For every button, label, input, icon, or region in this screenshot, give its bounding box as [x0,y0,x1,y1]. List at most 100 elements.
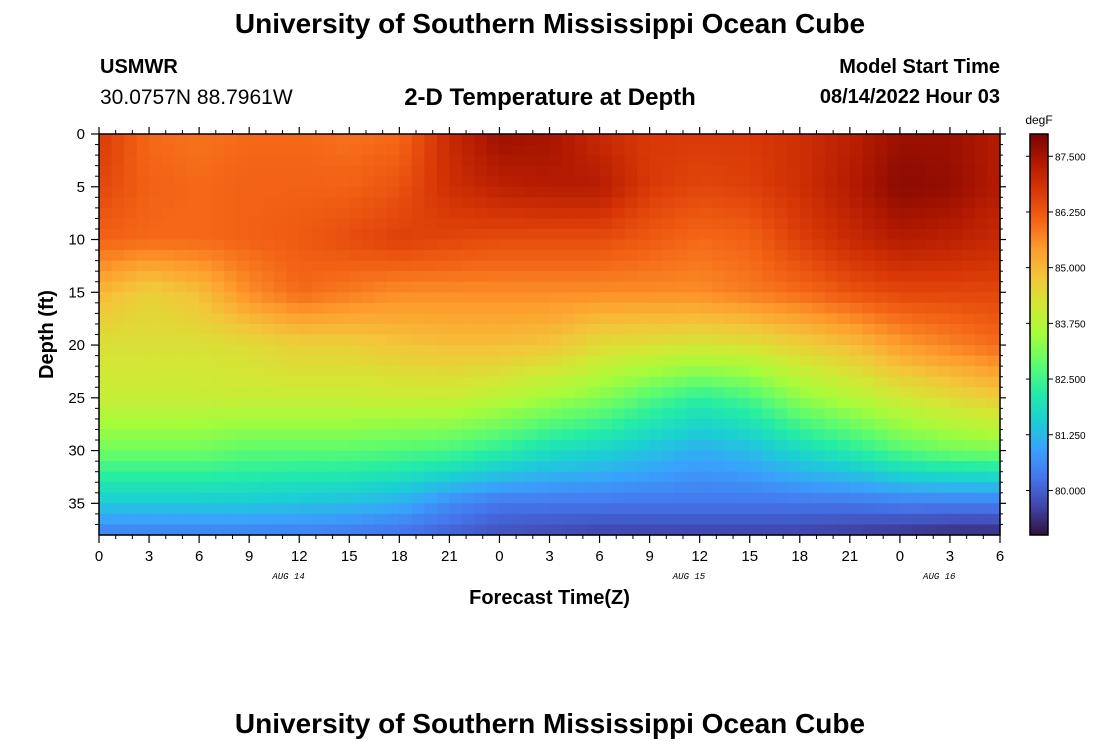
heatmap-cell [349,397,363,409]
heatmap-cell [461,450,476,462]
heatmap-cell [211,228,225,241]
heatmap-cell [699,440,713,452]
heatmap-cell [99,345,113,357]
heatmap-cell [949,334,964,346]
heatmap-cell [449,408,463,420]
heatmap-cell [924,323,939,336]
heatmap-cell [299,165,313,177]
heatmap-cell [749,482,763,494]
heatmap-cell [361,482,375,494]
heatmap-cell [411,292,425,304]
heatmap-cell [749,334,763,346]
heatmap-cell [899,492,913,504]
heatmap-cell [311,228,325,241]
heatmap-cell [199,134,213,146]
heatmap-cell [536,165,551,177]
heatmap-cell [737,197,751,209]
heatmap-cell [399,134,413,146]
heatmap-cell [899,176,913,188]
heatmap-cell [674,524,688,536]
heatmap-cell [99,186,113,198]
heatmap-cell [737,418,751,431]
heatmap-cell [149,366,163,378]
heatmap-cell [637,323,651,336]
x-tick-label: 15 [341,548,358,565]
heatmap-cell [524,345,538,357]
heatmap-cell [937,503,951,515]
heatmap-cell [849,144,863,156]
heatmap-cell [411,302,425,314]
heatmap-cell [774,250,788,262]
heatmap-cell [874,313,888,325]
colorbar-tick-label: 82.500 [1055,375,1086,386]
heatmap-cell [924,429,939,441]
heatmap-cell [912,418,926,431]
heatmap-cell [411,355,425,367]
heatmap-cell [599,440,613,452]
heatmap-cell [424,144,438,156]
heatmap-cell [724,387,738,399]
heatmap-cell [799,134,813,146]
heatmap-cell [912,387,926,399]
heatmap-cell [574,524,588,536]
heatmap-cell [937,197,951,209]
heatmap-cell [662,271,676,283]
heatmap-cell [649,292,663,304]
heatmap-cell [174,218,188,230]
heatmap-cell [587,302,601,314]
heatmap-cell [974,271,989,283]
heatmap-cell [211,524,225,536]
heatmap-cell [199,334,213,346]
heatmap-cell [787,239,801,251]
heatmap-cell [111,366,125,378]
heatmap-cell [99,292,113,304]
heatmap-cell [812,429,826,441]
heatmap-cell [311,239,325,251]
heatmap-cell [612,323,626,336]
heatmap-cell [424,450,438,462]
heatmap-cell [887,176,901,188]
heatmap-cell [974,492,989,504]
heatmap-cell [449,155,463,167]
heatmap-cell [662,176,676,188]
heatmap-cell [574,176,588,188]
heatmap-cell [411,429,425,441]
heatmap-cell [987,228,1001,241]
heatmap-cell [674,165,688,177]
heatmap-cell [712,134,726,146]
heatmap-cell [862,366,876,378]
heatmap-cell [937,186,951,198]
heatmap-cell [311,440,325,452]
heatmap-cell [687,418,701,431]
heatmap-cell [386,429,400,441]
heatmap-cell [662,397,676,409]
heatmap-cell [136,186,150,198]
heatmap-cell [787,155,801,167]
heatmap-cell [249,366,263,378]
heatmap-cell [874,281,888,293]
heatmap-cell [361,134,375,146]
heatmap-cell [361,461,375,473]
heatmap-cell [461,334,476,346]
heatmap-cell [824,429,838,441]
model-start-value: 08/14/2022 Hour 03 [819,86,1000,108]
heatmap-cell [199,176,213,188]
heatmap-cell [737,134,751,146]
heatmap-cell [411,228,425,241]
heatmap-cell [349,186,363,198]
heatmap-cell [724,176,738,188]
heatmap-cell [386,387,400,399]
heatmap-cell [837,250,851,262]
heatmap-cell [499,334,513,346]
heatmap-cell [386,408,400,420]
heatmap-cell [774,366,788,378]
heatmap-cell [286,418,300,431]
heatmap-cell [349,503,363,515]
heatmap-cell [699,176,713,188]
heatmap-cell [587,134,601,146]
heatmap-cell [599,524,613,536]
heatmap-cell [99,176,113,188]
heatmap-cell [161,471,175,483]
heatmap-cell [161,408,175,420]
heatmap-cell [411,376,425,388]
